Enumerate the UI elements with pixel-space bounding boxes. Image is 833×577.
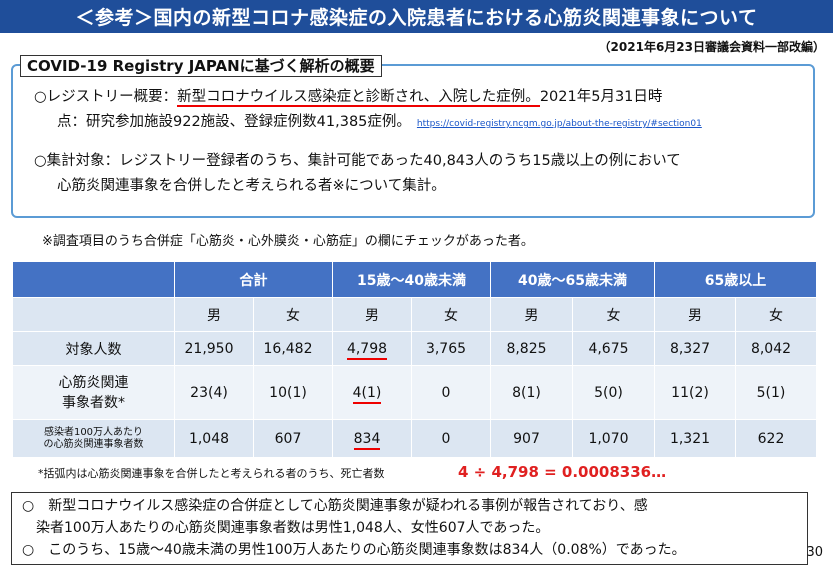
registry-underlined: 新型コロナウイルス感染症と診断され、入院した症例。 — [177, 89, 540, 107]
revision-note: （2021年6月23日審議会資料一部改編） — [598, 40, 825, 54]
table-cell: 4,798 — [332, 331, 412, 366]
registry-date: 2021年5月31日時 — [539, 89, 663, 105]
table-cell: 21,950 — [174, 331, 254, 366]
table-cell: 23(4) — [174, 365, 254, 420]
table-cell: 10(1) — [253, 365, 333, 420]
target-line2: 心筋炎関連事象を合併したと考えられる者※について集計。 — [57, 178, 446, 194]
table-cell: 8(1) — [490, 365, 573, 420]
registry-facilities: 点：研究参加施設922施設、登録症例数41,385症例。 — [57, 114, 411, 130]
sex-header: 男 — [174, 297, 254, 332]
table-cell: 0 — [411, 419, 491, 458]
table-cell: 4(1) — [332, 365, 412, 420]
table-cell: 607 — [253, 419, 333, 458]
row-label: 感染者100万人あたり の心筋炎関連事象者数 — [12, 419, 175, 458]
target-line1: ○集計対象：レジストリー登録者のうち、集計可能であった40,843人のうち15歳… — [34, 153, 681, 169]
row-label: 心筋炎関連 事象者数* — [12, 365, 175, 420]
survey-note: ※調査項目のうち合併症「心筋炎・心外膜炎・心筋症」の欄にチェックがあった者。 — [42, 234, 534, 249]
table-cell: 622 — [734, 419, 818, 458]
group-header: 15歳〜40歳未満 — [332, 261, 491, 298]
box-label: COVID-19 Registry JAPANに基づく解析の概要 — [20, 55, 382, 77]
table-row: 心筋炎関連 事象者数* 23(4) 10(1) 4(1) 0 8(1) 5(0)… — [12, 365, 818, 420]
conclusion-box: ○ 新型コロナウイルス感染症の合併症として心筋炎関連事象が疑われる事例が報告され… — [11, 492, 808, 565]
page-number: 30 — [806, 545, 823, 560]
group-header: 40歳〜65歳未満 — [490, 261, 655, 298]
registry-url-link[interactable]: https://covid-registry.ncgm.go.jp/about-… — [416, 119, 702, 129]
table-cell: 8,327 — [654, 331, 736, 366]
table-cell: 11(2) — [654, 365, 736, 420]
table-cell: 1,048 — [174, 419, 254, 458]
conclusion-line2: 染者100万人あたりの心筋炎関連事象者数は男性1,048人、女性607人であった… — [22, 520, 550, 536]
group-header: 合計 — [174, 261, 333, 298]
table-cell: 0 — [411, 365, 491, 420]
table-footnote: *括弧内は心筋炎関連事象を合併したと考えられる者のうち、死亡者数 — [38, 467, 385, 480]
table-row: 感染者100万人あたり の心筋炎関連事象者数 1,048 607 834 0 9… — [12, 419, 818, 458]
table-cell: 8,825 — [490, 331, 573, 366]
table-cell: 5(1) — [734, 365, 818, 420]
table-cell: 16,482 — [253, 331, 333, 366]
conclusion-line1: ○ 新型コロナウイルス感染症の合併症として心筋炎関連事象が疑われる事例が報告され… — [22, 498, 648, 514]
table-cell: 3,765 — [411, 331, 491, 366]
table-cell: 834 — [332, 419, 412, 458]
data-table: 合計 15歳〜40歳未満 40歳〜65歳未満 65歳以上 男 女 男 女 男 女… — [12, 261, 818, 458]
table-cell: 5(0) — [572, 365, 655, 420]
highlighted-value: 834 — [353, 430, 381, 450]
table-row: 対象人数 21,950 16,482 4,798 3,765 8,825 4,6… — [12, 331, 818, 366]
table-cell: 1,070 — [572, 419, 655, 458]
registry-overview-line2: 点：研究参加施設922施設、登録症例数41,385症例。 https://covi… — [57, 111, 702, 136]
registry-overview: ○レジストリー概要：新型コロナウイルス感染症と診断され、入院した症例。2021年… — [34, 86, 662, 109]
table-cell: 8,042 — [734, 331, 818, 366]
sex-header: 女 — [411, 297, 491, 332]
sex-header: 男 — [332, 297, 412, 332]
header-empty — [12, 261, 175, 298]
page-title: ＜参考＞国内の新型コロナ感染症の入院患者における心筋炎関連事象について — [0, 0, 833, 33]
highlighted-value: 4(1) — [352, 384, 382, 404]
row-label: 対象人数 — [12, 331, 175, 366]
summary-outline-box — [11, 64, 815, 218]
subheader-empty — [12, 297, 175, 332]
registry-prefix: ○レジストリー概要： — [34, 89, 178, 105]
sex-header: 女 — [253, 297, 333, 332]
table-cell: 907 — [490, 419, 573, 458]
group-header: 65歳以上 — [653, 261, 818, 298]
table-cell: 4,675 — [572, 331, 655, 366]
conclusion-line3: ○ このうち、15歳〜40歳未満の男性100万人あたりの心筋炎関連事象数は834… — [22, 542, 686, 558]
calculation-note: 4 ÷ 4,798 = 0.0008336… — [458, 463, 667, 481]
sex-header: 女 — [734, 297, 818, 332]
highlighted-value: 4,798 — [346, 340, 388, 360]
sex-header: 男 — [654, 297, 736, 332]
table-cell: 1,321 — [654, 419, 736, 458]
sex-header: 女 — [572, 297, 655, 332]
sex-header: 男 — [490, 297, 573, 332]
